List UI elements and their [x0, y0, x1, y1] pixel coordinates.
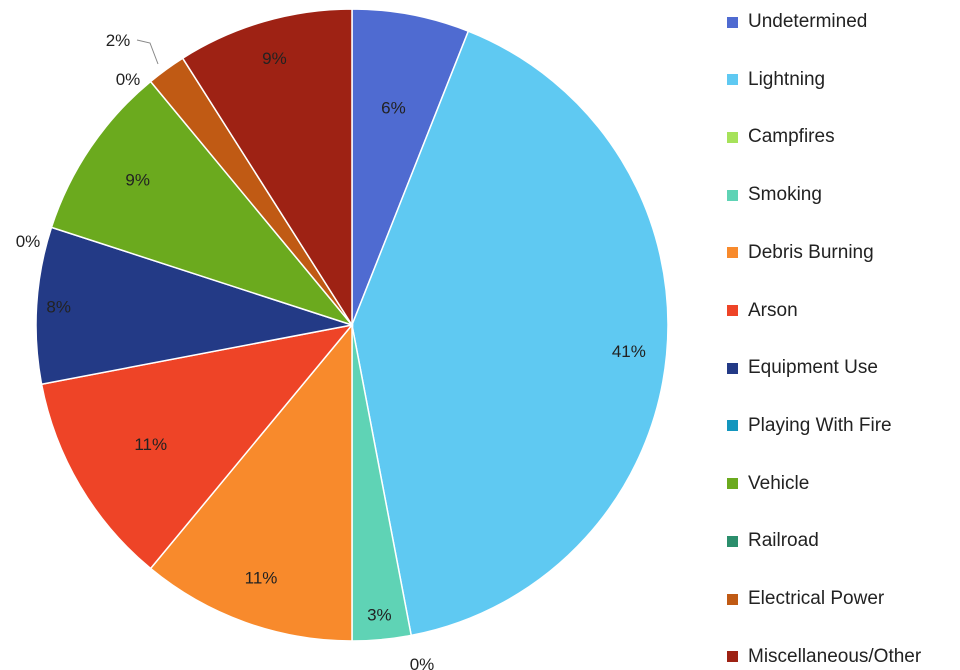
data-label-smoking: 3% [367, 605, 392, 624]
slice-equipment-use [35, 226, 353, 386]
slice-undetermined [351, 8, 470, 326]
data-label-railroad: 0% [116, 70, 141, 89]
data-label-undetermined: 6% [381, 99, 406, 118]
legend-item-equipment-use: Equipment Use [727, 356, 878, 380]
data-label-electrical-power: 2% [106, 31, 131, 50]
slice-miscellaneous-other [181, 8, 353, 328]
legend-label-playing-with-fire: Playing With Fire [748, 414, 892, 436]
legend-swatch-vehicle [727, 478, 738, 490]
legend-swatch-electrical-power [727, 593, 738, 605]
legend-item-debris-burning: Debris Burning [727, 241, 874, 265]
legend-swatch-playing-with-fire [727, 420, 738, 432]
legend-label-vehicle: Vehicle [748, 472, 810, 494]
data-label-debris-burning: 11% [245, 569, 278, 588]
legend-swatch-debris-burning [727, 247, 738, 259]
legend-swatch-lightning [727, 74, 738, 86]
legend-swatch-equipment-use [727, 362, 738, 374]
slice-vehicle [50, 80, 355, 327]
legend-label-undetermined: Undetermined [748, 11, 868, 32]
legend-item-campfires: Campfires [727, 125, 835, 149]
data-label-campfires: 0% [410, 655, 435, 670]
legend-swatch-undetermined [727, 16, 738, 28]
legend-swatch-miscellaneous-other [727, 651, 738, 663]
data-label-lightning: 41% [612, 342, 646, 361]
legend-label-lightning: Lightning [748, 68, 826, 90]
legend-label-railroad: Railroad [748, 530, 819, 552]
slice-debris-burning [149, 322, 353, 642]
legend-item-miscellaneous-other: Miscellaneous/Other [727, 645, 921, 669]
legend-swatch-railroad [727, 535, 738, 547]
data-label-arson: 11% [134, 435, 167, 454]
legend-item-smoking: Smoking [727, 183, 822, 207]
legend-item-playing-with-fire: Playing With Fire [727, 414, 892, 438]
legend-label-equipment-use: Equipment Use [748, 357, 878, 379]
legend-swatch-smoking [727, 189, 738, 201]
data-label-equipment-use: 8% [46, 298, 71, 317]
legend-label-electrical-power: Electrical Power [748, 588, 885, 609]
pie-slices [35, 8, 669, 642]
legend-item-arson: Arson [727, 299, 798, 323]
legend-label-miscellaneous-other: Miscellaneous/Other [748, 645, 922, 667]
slice-lightning [351, 30, 669, 637]
leader-line-electrical-power [136, 39, 159, 65]
data-label-playing-with-fire: 0% [16, 232, 41, 251]
legend-label-debris-burning: Debris Burning [748, 241, 874, 263]
data-label-miscellaneous-other: 9% [262, 49, 287, 68]
legend-label-campfires: Campfires [748, 126, 835, 148]
legend-item-lightning: Lightning [727, 68, 825, 92]
slice-arson [40, 323, 354, 570]
data-label-vehicle: 9% [125, 170, 150, 189]
legend-item-electrical-power: Electrical Power [727, 587, 884, 611]
legend-label-arson: Arson [748, 299, 798, 321]
legend-item-undetermined: Undetermined [727, 10, 867, 34]
legend-swatch-campfires [727, 131, 738, 143]
legend-swatch-arson [727, 305, 738, 316]
pie-data-labels: 6% 41% 0% 3% 11% 11% 8% 0% 9% 0% 2% 9% [16, 31, 646, 670]
legend-item-vehicle: Vehicle [727, 472, 809, 496]
legend-item-railroad: Railroad [727, 529, 819, 553]
legend-label-smoking: Smoking [748, 184, 822, 206]
